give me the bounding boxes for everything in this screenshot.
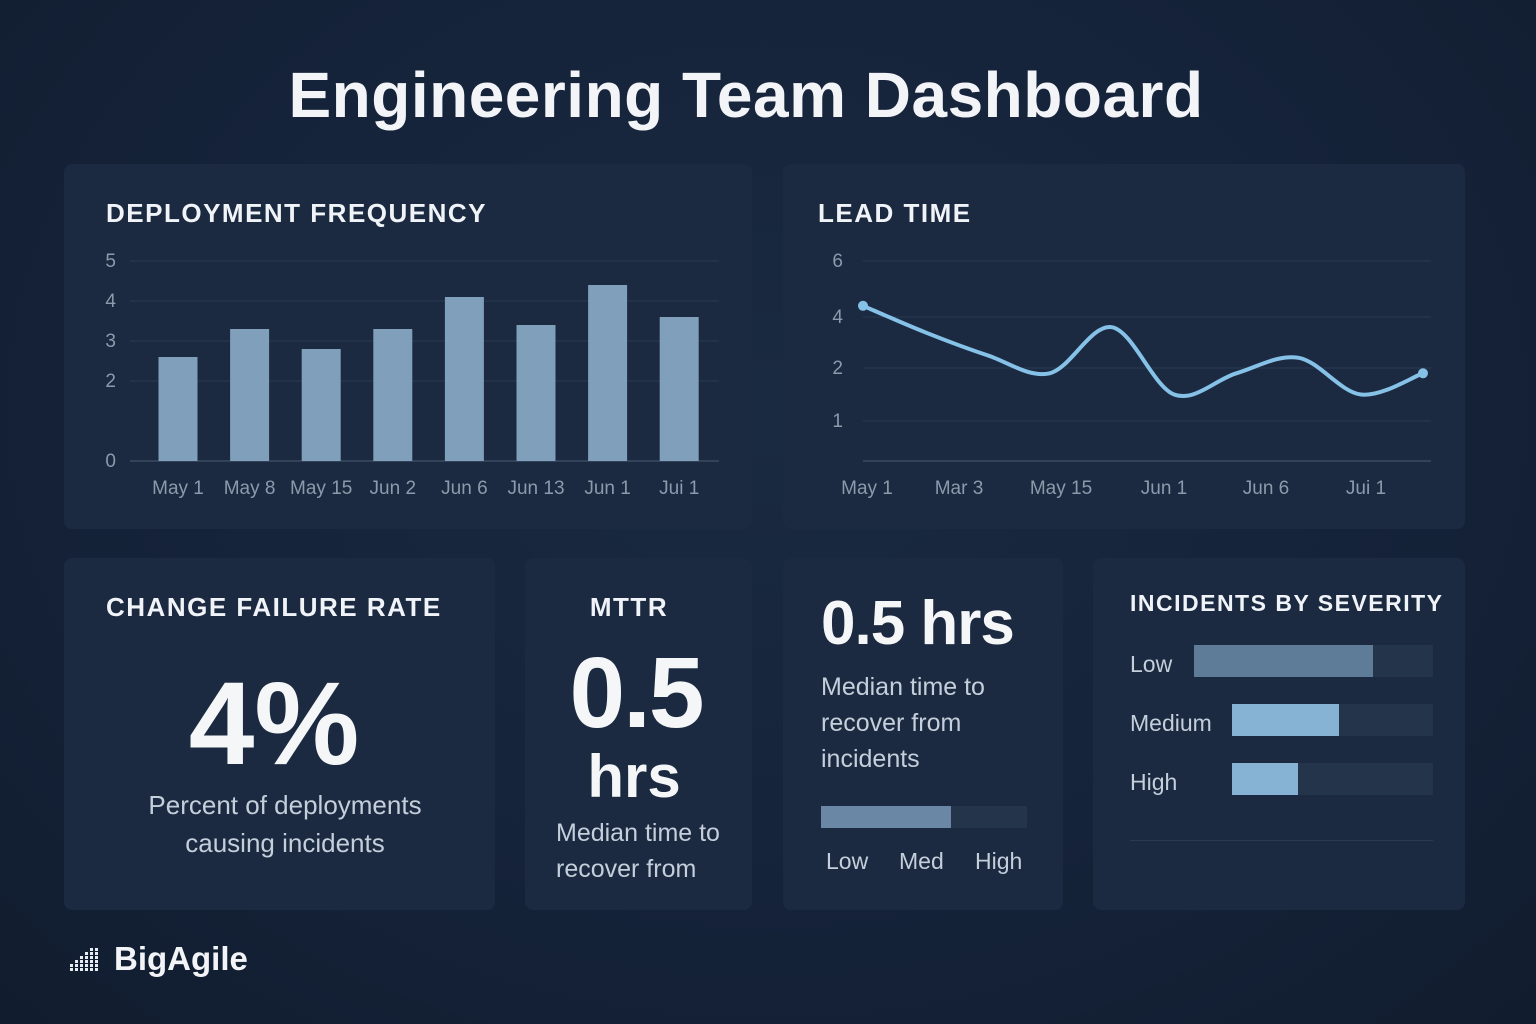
recovery-scale-low: Low [826, 848, 869, 874]
mttr-title: MTTR [589, 592, 669, 622]
mttr-unit: hrs [587, 743, 681, 810]
bar [659, 317, 699, 461]
x-tick-label: May 1 [841, 478, 893, 499]
brand: BigAgile [70, 940, 248, 978]
y-tick-label: 3 [105, 331, 116, 352]
page-title: Engineering Team Dashboard [288, 59, 1204, 131]
y-tick-label: 0 [105, 451, 116, 472]
y-tick-label: 1 [832, 411, 843, 432]
x-tick-label: Jui 1 [1346, 478, 1386, 499]
recovery-desc-2: recover from [821, 709, 962, 737]
incidents-low-track [1194, 645, 1433, 677]
mttr-desc-1: Median time to [556, 819, 720, 847]
bar [373, 329, 413, 461]
x-tick-label: May 1 [152, 478, 204, 499]
change-failure-rate-card: CHANGE FAILURE RATE 4% Percent of deploy… [64, 558, 495, 910]
y-tick-label: 2 [832, 358, 843, 379]
recovery-scale-high: High [975, 848, 1023, 874]
recovery-scale-med: Med [899, 848, 944, 874]
change-failure-rate-title: CHANGE FAILURE RATE [106, 592, 442, 622]
incidents-high-label: High [1130, 769, 1178, 795]
incidents-medium-track [1232, 704, 1433, 736]
x-tick-label: Mar 3 [935, 478, 984, 499]
lead-time-card: LEAD TIME 1 2 4 6 May 1 Mar 3 May 15 Jun 1 Jun 6… [783, 164, 1465, 529]
y-tick-label: 6 [832, 251, 843, 272]
incidents-low-fill [1194, 645, 1374, 677]
incidents-title: INCIDENTS BY SEVERITY [1130, 590, 1444, 616]
recovery-desc-3: incidents [821, 745, 920, 773]
deployment-frequency-card: DEPLOYMENT FREQUENCY 0 2 3 4 5 May 1 May 8 May … [64, 164, 752, 529]
lead-time-series-line [861, 303, 1425, 398]
y-tick-label: 2 [105, 371, 116, 392]
change-failure-rate-desc-1: Percent of deployments [148, 790, 422, 820]
incidents-high-fill [1232, 763, 1299, 795]
recovery-severity-bar [821, 806, 1027, 828]
incidents-medium-fill [1232, 704, 1339, 736]
x-tick-label: Jun 6 [441, 478, 487, 499]
incidents-by-severity-card: INCIDENTS BY SEVERITY Low Medium High [1093, 558, 1465, 910]
data-point [858, 300, 868, 311]
recovery-severity-fill [821, 806, 951, 828]
deployment-frequency-chart: 0 2 3 4 5 May 1 May 8 May 15 Jun 2 Jun 6 Jun 13 Jun… [105, 251, 719, 499]
incidents-divider [1130, 840, 1433, 841]
mttr-card: MTTR 0.5 hrs Median time to recover from [525, 558, 752, 910]
recovery-card: 0.5 hrs Median time to recover from inci… [783, 558, 1063, 910]
bar [588, 285, 628, 461]
recovery-value: 0.5 hrs [821, 589, 1015, 658]
bar [444, 297, 484, 461]
x-tick-label: Jun 1 [1141, 478, 1187, 499]
incidents-low-label: Low [1130, 651, 1173, 677]
x-tick-label: May 8 [224, 478, 276, 499]
x-tick-label: Jui 1 [659, 478, 699, 499]
change-failure-rate-desc-2: causing incidents [185, 828, 385, 858]
x-tick-label: Jun 1 [584, 478, 630, 499]
x-tick-label: Jun 2 [370, 478, 416, 499]
mttr-desc-2: recover from [556, 855, 697, 883]
y-tick-label: 4 [105, 291, 116, 312]
y-tick-label: 4 [832, 307, 843, 328]
incidents-medium-label: Medium [1130, 710, 1212, 736]
recovery-desc-1: Median time to [821, 673, 985, 701]
x-tick-label: Jun 13 [507, 478, 564, 499]
mttr-value: 0.5 [569, 637, 704, 749]
bar [301, 349, 341, 461]
bar [158, 357, 198, 461]
bigagile-logo-icon [70, 948, 98, 971]
deployment-frequency-title: DEPLOYMENT FREQUENCY [106, 198, 488, 228]
data-point [1418, 368, 1428, 379]
y-tick-label: 5 [105, 251, 116, 272]
brand-name: BigAgile [114, 940, 248, 977]
bar [516, 325, 556, 461]
lead-time-chart: 1 2 4 6 May 1 Mar 3 May 15 Jun 1 Jun 6 Jui 1 [832, 251, 1431, 499]
bar [230, 329, 270, 461]
x-tick-label: Jun 6 [1243, 478, 1289, 499]
change-failure-rate-value: 4% [188, 658, 360, 790]
x-tick-label: May 15 [290, 478, 352, 499]
incidents-high-track [1232, 763, 1433, 795]
x-tick-label: May 15 [1030, 478, 1092, 499]
lead-time-title: LEAD TIME [818, 198, 972, 228]
